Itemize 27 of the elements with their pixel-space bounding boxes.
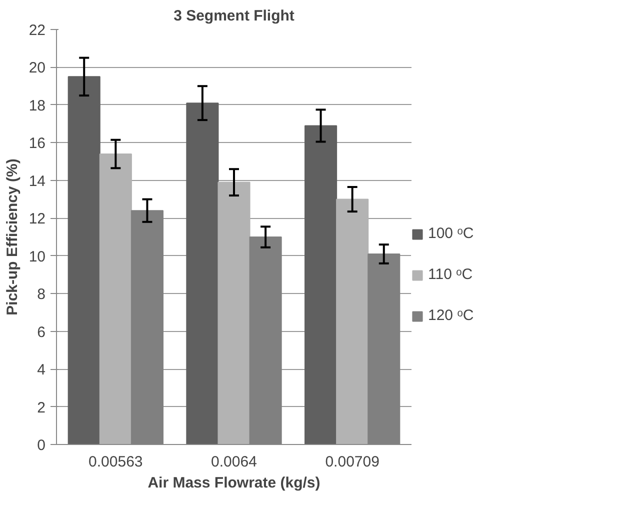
- y-tick-label: 12: [28, 210, 46, 228]
- bar: [336, 198, 369, 444]
- legend-label: 100 ᵒC: [428, 225, 474, 242]
- x-axis-title: Air Mass Flowrate (kg/s): [148, 474, 320, 492]
- chart-title: 3 Segment Flight: [174, 8, 294, 24]
- y-tick-label: 2: [37, 399, 46, 416]
- x-tick-label: 0.00709: [325, 454, 380, 470]
- y-tick-label: 4: [37, 362, 46, 379]
- legend-label: 120 ᵒC: [428, 307, 474, 324]
- y-tick-label: 10: [28, 248, 46, 266]
- y-tick-label: 22: [28, 22, 46, 39]
- y-tick-label: 6: [37, 324, 46, 341]
- bar: [218, 182, 250, 444]
- y-axis-title: Pick-up Efficiency (%): [4, 158, 21, 316]
- y-tick-label: 20: [28, 60, 46, 77]
- x-tick-label: 0.00563: [88, 454, 143, 470]
- bar: [68, 76, 100, 444]
- y-tick-label: 8: [37, 286, 46, 304]
- y-tick-label: 14: [28, 172, 46, 190]
- y-tick-label: 18: [28, 97, 46, 114]
- y-tick-label: 16: [28, 135, 46, 152]
- y-tick-label: 0: [37, 437, 46, 454]
- bar: [304, 125, 338, 444]
- bar: [186, 102, 219, 444]
- legend-label: 110 ᵒC: [428, 266, 473, 283]
- bar: [99, 154, 132, 444]
- x-tick-label: 0.0064: [211, 454, 257, 470]
